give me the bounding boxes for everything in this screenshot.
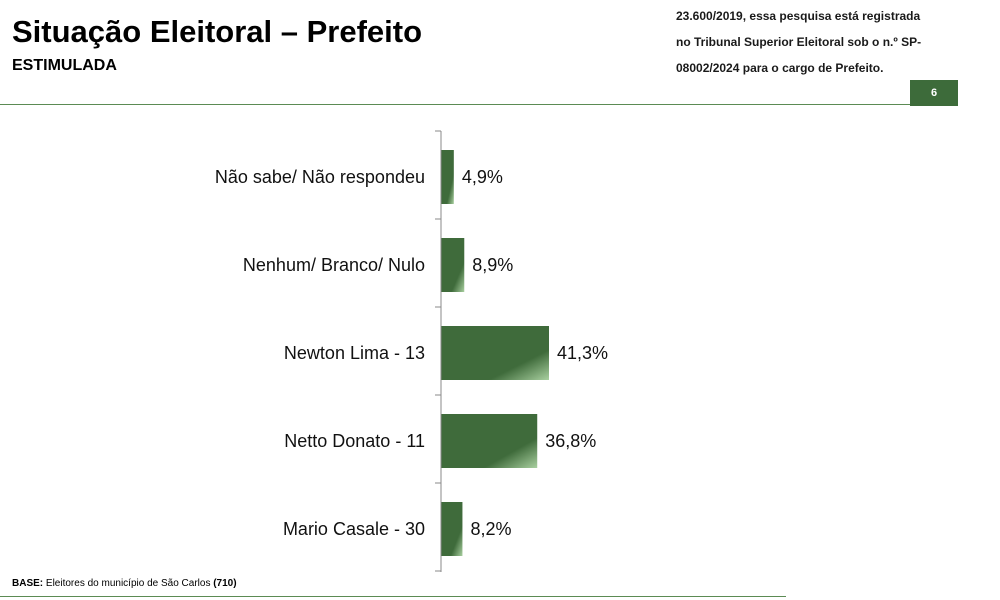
base-label: BASE: [12, 578, 44, 589]
base-note: BASE: Eleitores do município de São Carl… [12, 578, 237, 589]
bar [441, 150, 454, 204]
header-divider [0, 104, 910, 105]
base-text: Eleitores do município de São Carlos [45, 578, 211, 589]
data-label: 41,3% [557, 343, 608, 363]
bar [441, 238, 465, 292]
notice-line: 08002/2024 para o cargo de Prefeito. [676, 61, 884, 75]
page-title: Situação Eleitoral – Prefeito [12, 14, 423, 49]
category-label: Newton Lima - 13 [284, 343, 425, 363]
notice-line: no Tribunal Superior Eleitoral sob o n.º… [676, 35, 922, 49]
page-subtitle: ESTIMULADA [12, 57, 117, 74]
data-label: 8,9% [472, 255, 513, 275]
category-label: Não sabe/ Não respondeu [215, 167, 425, 187]
data-label: 4,9% [462, 167, 503, 187]
category-label: Mario Casale - 30 [283, 519, 425, 539]
bar [441, 414, 538, 468]
category-label: Nenhum/ Branco/ Nulo [243, 255, 425, 275]
base-count: (710) [213, 578, 237, 589]
bar [441, 326, 549, 380]
registration-notice: 23.600/2019, essa pesquisa está registra… [676, 3, 976, 81]
data-label: 8,2% [470, 519, 511, 539]
page-number-badge: 6 [910, 80, 958, 106]
data-label: 36,8% [545, 431, 596, 451]
bar [441, 502, 463, 556]
footer-divider [0, 596, 786, 597]
notice-line: 23.600/2019, essa pesquisa está registra… [676, 9, 921, 23]
category-label: Netto Donato - 11 [284, 431, 425, 451]
